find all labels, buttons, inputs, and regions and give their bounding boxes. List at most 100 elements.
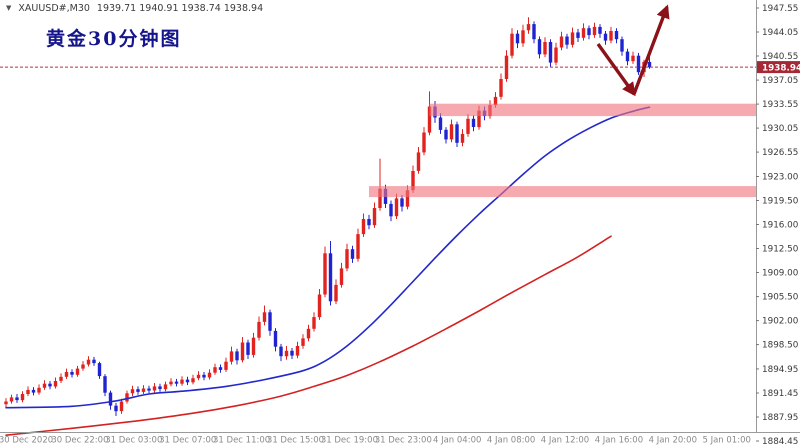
candle-bull xyxy=(26,389,30,394)
candle-bull xyxy=(213,367,217,373)
candle-bull xyxy=(394,198,399,217)
y-axis-label: 1930.05 xyxy=(762,124,798,134)
y-axis-label: 1905.50 xyxy=(762,293,799,303)
candle-bull xyxy=(312,317,316,329)
candle-bull xyxy=(141,388,146,392)
candle-bull xyxy=(75,368,80,375)
candle-bull xyxy=(493,96,498,106)
candle-bull xyxy=(257,321,261,338)
candle-bull xyxy=(449,124,454,140)
trend-arrow-segment xyxy=(596,43,636,97)
symbol-info-bar: ▼ XAUUSD#,M30 1939.71 1940.91 1938.74 19… xyxy=(6,3,263,14)
y-axis-label: 1884.45 xyxy=(762,437,798,445)
candle-bear xyxy=(185,379,190,383)
candle-bull xyxy=(119,401,124,412)
candle-bull xyxy=(295,346,300,356)
x-axis-label: 31 Dec 07:00 xyxy=(159,436,216,445)
candle-bull xyxy=(411,171,415,191)
candle-bear xyxy=(147,388,151,391)
candle-bull xyxy=(334,284,338,302)
candle-bear xyxy=(620,39,624,52)
x-axis-label: 4 Jan 12:00 xyxy=(541,436,589,445)
ma-slow-red xyxy=(5,235,612,436)
candle-bull xyxy=(180,379,184,384)
candle-bear xyxy=(537,39,542,55)
candle-bull xyxy=(570,32,575,45)
y-axis-label: 1891.45 xyxy=(762,389,798,399)
symbol-marker-icon: ▼ xyxy=(6,4,12,12)
candle-bear xyxy=(636,55,641,73)
candle-bear xyxy=(548,42,553,63)
candle-bull xyxy=(240,342,245,361)
candle-bear xyxy=(31,389,36,393)
candle-bear xyxy=(515,33,520,44)
ohlc-values-label: 1939.71 1940.91 1938.74 1938.94 xyxy=(96,3,264,14)
candle-bull xyxy=(581,28,586,38)
candle-bear xyxy=(647,61,652,68)
candle-bear xyxy=(400,198,404,207)
candle-bull xyxy=(301,338,305,346)
candle-bear xyxy=(15,397,19,401)
x-axis-label: 4 Jan 04:00 xyxy=(433,436,481,445)
y-axis-label: 1940.55 xyxy=(762,52,798,62)
x-axis-label: 30 Dec 2020 xyxy=(0,436,53,445)
candle-bear xyxy=(97,363,102,377)
x-axis-label: 31 Dec 15:00 xyxy=(267,436,324,445)
y-axis-label: 1916.00 xyxy=(762,221,799,231)
y-axis-label: 1909.00 xyxy=(762,269,799,279)
candle-bear xyxy=(273,330,278,347)
candle-bull xyxy=(64,372,69,377)
y-axis-label: 1894.95 xyxy=(762,365,798,375)
candle-bull xyxy=(499,79,503,97)
candle-bear xyxy=(158,386,162,390)
candle-bear xyxy=(268,312,272,331)
candle-bull xyxy=(229,351,234,362)
y-axis-label: 1898.50 xyxy=(762,341,799,351)
y-axis-label: 1887.95 xyxy=(762,413,798,423)
candle-bull xyxy=(152,386,157,391)
candle-bull xyxy=(125,393,129,402)
candle-bull xyxy=(356,234,360,259)
candle-bear xyxy=(565,36,569,45)
candle-bear xyxy=(290,350,294,356)
candle-bull xyxy=(251,337,256,355)
y-axis-label: 1919.50 xyxy=(762,197,799,207)
y-axis-label: 1912.50 xyxy=(762,245,799,255)
candle-bear xyxy=(598,26,602,34)
candle-bull xyxy=(543,42,547,55)
resistance-zone-upper xyxy=(429,103,756,117)
candle-bull xyxy=(592,26,597,36)
candle-bull xyxy=(460,133,465,143)
candle-bear xyxy=(174,381,179,384)
candle-bear xyxy=(532,24,536,40)
candle-bull xyxy=(207,372,212,378)
symbol-timeframe-label: XAUUSD#,M30 xyxy=(18,3,90,14)
candle-bull xyxy=(339,268,344,285)
candle-bear xyxy=(367,219,371,226)
candle-bull xyxy=(196,374,201,379)
candle-bull xyxy=(169,381,173,385)
y-axis-label: 1944.05 xyxy=(762,28,798,38)
y-axis-label: 1947.55 xyxy=(762,4,798,14)
x-axis-label: 30 Dec 22:00 xyxy=(51,436,108,445)
y-axis-label: 1933.55 xyxy=(762,100,798,110)
current-price-tag-label: 1938.94 xyxy=(762,63,800,73)
x-axis-label: 4 Jan 08:00 xyxy=(487,436,535,445)
candle-bull xyxy=(37,387,41,393)
candle-bull xyxy=(20,394,25,401)
candle-bull xyxy=(510,33,514,56)
candle-bull xyxy=(86,359,91,365)
candle-bull xyxy=(466,118,470,134)
x-axis-label: 31 Dec 11:00 xyxy=(213,436,270,445)
candle-bear xyxy=(279,346,283,357)
candle-bull xyxy=(422,132,426,153)
candle-bear xyxy=(455,124,459,143)
candle-bull xyxy=(323,253,327,295)
x-axis-label: 4 Jan 20:00 xyxy=(649,436,697,445)
candle-bear xyxy=(587,28,591,36)
candle-bull xyxy=(59,376,63,381)
candle-bull xyxy=(372,208,377,226)
candle-bear xyxy=(218,367,223,370)
